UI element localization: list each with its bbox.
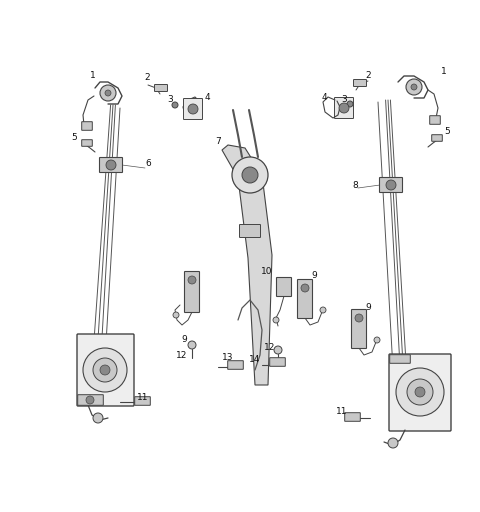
- FancyBboxPatch shape: [82, 140, 92, 146]
- Text: 12: 12: [264, 343, 276, 352]
- Circle shape: [93, 358, 117, 382]
- FancyBboxPatch shape: [390, 355, 410, 364]
- Circle shape: [406, 79, 422, 95]
- Circle shape: [347, 101, 353, 107]
- Text: 2: 2: [144, 74, 150, 82]
- Text: 9: 9: [365, 303, 371, 311]
- Text: 1: 1: [90, 71, 96, 79]
- Text: 8: 8: [352, 181, 358, 189]
- FancyBboxPatch shape: [78, 395, 103, 406]
- Circle shape: [274, 346, 282, 354]
- Text: 3: 3: [341, 96, 347, 104]
- Text: 4: 4: [321, 93, 327, 101]
- Circle shape: [105, 90, 111, 96]
- Circle shape: [232, 157, 268, 193]
- Text: 11: 11: [336, 408, 348, 416]
- Circle shape: [396, 368, 444, 416]
- Circle shape: [93, 413, 103, 423]
- FancyBboxPatch shape: [432, 135, 442, 141]
- Text: 9: 9: [181, 335, 187, 345]
- FancyBboxPatch shape: [77, 334, 134, 406]
- Text: 5: 5: [444, 127, 450, 137]
- Circle shape: [273, 317, 279, 323]
- FancyBboxPatch shape: [184, 271, 200, 312]
- Circle shape: [173, 312, 179, 318]
- FancyBboxPatch shape: [228, 360, 243, 369]
- FancyBboxPatch shape: [353, 79, 367, 87]
- FancyBboxPatch shape: [298, 280, 312, 318]
- FancyBboxPatch shape: [380, 178, 403, 193]
- Circle shape: [320, 307, 326, 313]
- Circle shape: [415, 387, 425, 397]
- FancyBboxPatch shape: [351, 309, 367, 349]
- FancyBboxPatch shape: [270, 358, 285, 366]
- Polygon shape: [222, 145, 272, 385]
- Text: 1: 1: [441, 68, 447, 76]
- Text: 7: 7: [215, 138, 221, 146]
- Text: 13: 13: [222, 353, 234, 362]
- Text: 6: 6: [145, 159, 151, 167]
- FancyBboxPatch shape: [183, 98, 203, 119]
- Circle shape: [242, 167, 258, 183]
- FancyBboxPatch shape: [82, 122, 92, 130]
- Circle shape: [188, 104, 198, 114]
- Text: 9: 9: [311, 271, 317, 281]
- FancyBboxPatch shape: [155, 84, 168, 92]
- Text: 2: 2: [365, 72, 371, 80]
- Text: 4: 4: [204, 93, 210, 101]
- Circle shape: [83, 348, 127, 392]
- FancyBboxPatch shape: [99, 158, 122, 173]
- Circle shape: [374, 337, 380, 343]
- Text: 11: 11: [137, 394, 149, 402]
- Circle shape: [301, 284, 309, 292]
- Circle shape: [339, 103, 349, 113]
- FancyBboxPatch shape: [335, 97, 353, 118]
- Circle shape: [388, 438, 398, 448]
- FancyBboxPatch shape: [430, 116, 440, 124]
- Text: 10: 10: [261, 267, 273, 276]
- Circle shape: [100, 365, 110, 375]
- FancyBboxPatch shape: [135, 397, 150, 406]
- Text: 5: 5: [71, 134, 77, 142]
- Text: 3: 3: [167, 95, 173, 103]
- Text: 14: 14: [249, 355, 261, 365]
- Circle shape: [407, 379, 433, 405]
- Circle shape: [86, 396, 94, 404]
- Circle shape: [411, 84, 417, 90]
- FancyBboxPatch shape: [276, 278, 291, 296]
- Circle shape: [355, 314, 363, 322]
- Circle shape: [188, 341, 196, 349]
- FancyBboxPatch shape: [240, 224, 261, 238]
- FancyBboxPatch shape: [389, 354, 451, 431]
- Circle shape: [100, 85, 116, 101]
- Circle shape: [188, 276, 196, 284]
- Circle shape: [386, 180, 396, 190]
- Circle shape: [172, 102, 178, 108]
- Circle shape: [106, 160, 116, 170]
- Text: 12: 12: [176, 352, 188, 360]
- FancyBboxPatch shape: [345, 413, 360, 421]
